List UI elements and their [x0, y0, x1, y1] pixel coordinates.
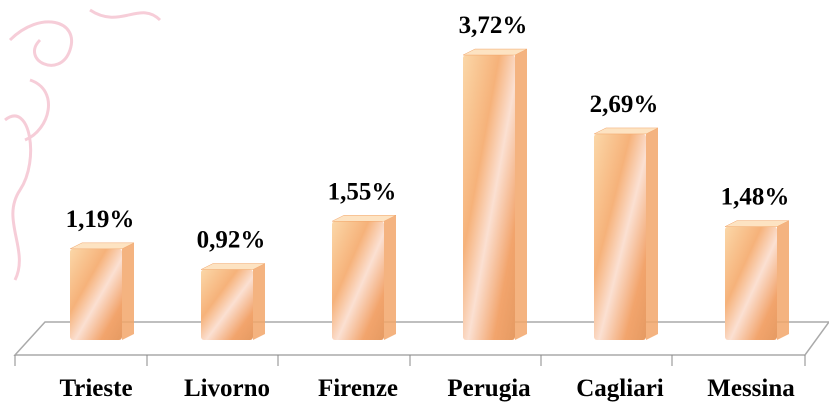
- floor: [13, 321, 829, 366]
- bar-top: [593, 127, 659, 135]
- x-tick-label: Cagliari: [576, 375, 664, 402]
- x-tick-label: Trieste: [59, 375, 132, 402]
- bar-side: [515, 49, 527, 340]
- bar-top: [200, 263, 266, 270]
- x-tick-label: Livorno: [184, 375, 270, 402]
- bar-side: [253, 263, 265, 340]
- bar: [725, 226, 777, 340]
- bar: [463, 55, 515, 340]
- bar-side: [646, 127, 658, 340]
- bar: [201, 269, 253, 340]
- decoration: [4, 8, 162, 281]
- value-label: 2,69%: [590, 91, 659, 118]
- bar-top: [331, 215, 397, 222]
- x-tick-label: Perugia: [447, 375, 531, 402]
- bar-side: [122, 242, 134, 340]
- bar: [70, 248, 122, 340]
- value-label: 1,19%: [66, 206, 135, 233]
- x-tick-label: Firenze: [318, 375, 398, 402]
- bar-side: [384, 215, 396, 340]
- value-label: 3,72%: [459, 12, 528, 39]
- x-tick-label: Messina: [707, 375, 795, 402]
- bar-top: [462, 48, 528, 56]
- bar-top: [724, 220, 790, 227]
- value-label: 0,92%: [197, 227, 266, 254]
- bar-side: [777, 220, 789, 340]
- bar-top: [69, 242, 135, 250]
- value-label: 1,55%: [328, 178, 397, 205]
- bar: [332, 221, 384, 340]
- value-label: 1,48%: [721, 184, 790, 211]
- bar: [594, 133, 646, 340]
